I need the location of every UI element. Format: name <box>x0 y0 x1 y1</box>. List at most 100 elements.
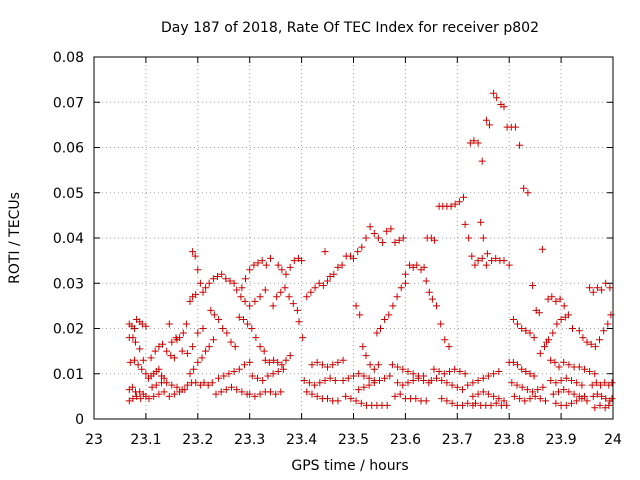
data-point <box>601 379 609 387</box>
data-point <box>596 336 603 344</box>
data-point <box>270 356 278 364</box>
data-point <box>277 388 285 396</box>
data-point <box>520 184 528 192</box>
data-point <box>286 352 294 360</box>
data-point <box>189 248 197 256</box>
data-point <box>604 320 612 328</box>
data-point <box>182 320 190 328</box>
data-point <box>199 325 207 332</box>
data-point <box>461 220 469 228</box>
data-point <box>366 361 374 369</box>
data-point <box>186 297 194 305</box>
data-point <box>495 368 503 375</box>
data-point <box>399 234 407 242</box>
data-point <box>303 293 311 301</box>
data-point <box>500 397 508 405</box>
data-point <box>377 325 384 332</box>
data-point <box>549 329 557 337</box>
data-point <box>552 379 560 387</box>
data-point <box>155 390 163 398</box>
data-point <box>207 306 215 314</box>
data-point <box>256 343 264 351</box>
data-point <box>451 365 459 373</box>
data-point <box>523 386 531 394</box>
data-point <box>466 139 474 147</box>
data-point <box>360 372 368 380</box>
y-tick-label: 0 <box>75 412 84 428</box>
data-point <box>445 343 453 351</box>
data-point <box>526 329 534 337</box>
data-point <box>357 399 365 407</box>
data-point <box>562 401 570 409</box>
data-point <box>568 377 575 384</box>
data-point <box>593 390 601 398</box>
data-point <box>456 368 464 375</box>
data-point <box>230 368 238 375</box>
data-point <box>168 381 176 389</box>
data-point <box>581 365 588 373</box>
data-point <box>281 284 289 292</box>
data-point <box>238 388 246 396</box>
data-point <box>278 361 286 369</box>
chart-title: Day 187 of 2018, Rate Of TEC Index for r… <box>161 20 539 36</box>
data-point <box>565 361 573 369</box>
data-point <box>137 395 145 403</box>
data-point <box>251 392 259 400</box>
data-point <box>518 383 526 391</box>
data-point <box>125 397 133 405</box>
data-point <box>438 377 446 384</box>
data-point <box>366 223 374 231</box>
data-point <box>338 261 346 269</box>
data-point <box>269 302 277 310</box>
data-point <box>131 325 138 332</box>
data-point <box>472 399 479 407</box>
data-point <box>286 263 294 271</box>
data-point <box>202 284 210 292</box>
data-point <box>359 343 367 351</box>
data-point <box>241 297 249 305</box>
data-point <box>274 368 282 375</box>
data-point <box>547 377 555 384</box>
data-point <box>529 388 537 396</box>
data-point <box>352 397 360 405</box>
data-point <box>526 395 534 403</box>
data-point <box>557 377 565 384</box>
data-point <box>311 284 319 292</box>
data-point <box>233 286 241 294</box>
data-point <box>412 395 420 403</box>
data-point <box>464 381 472 389</box>
data-point <box>254 259 262 267</box>
x-tick-label: 23.2 <box>182 432 213 448</box>
data-point <box>152 381 160 389</box>
data-point <box>560 358 568 366</box>
data-point <box>246 302 254 310</box>
x-tick-label: 23.4 <box>286 432 317 448</box>
y-tick-label: 0.01 <box>53 367 84 383</box>
data-point <box>225 370 233 378</box>
data-point <box>538 245 546 253</box>
data-point <box>511 123 519 131</box>
data-point <box>453 383 461 391</box>
data-point <box>324 363 331 371</box>
data-point <box>505 261 513 269</box>
data-point <box>194 358 202 366</box>
data-point <box>370 379 378 387</box>
y-tick-label: 0.03 <box>53 276 84 292</box>
data-point <box>248 325 256 332</box>
data-point <box>334 358 342 366</box>
data-point <box>591 343 599 351</box>
data-point <box>233 386 241 394</box>
data-point <box>518 325 526 332</box>
data-point <box>248 372 256 380</box>
data-point <box>350 372 357 380</box>
data-point <box>250 261 258 269</box>
data-point <box>438 395 446 403</box>
data-point <box>608 379 616 387</box>
data-point <box>200 379 208 387</box>
data-point <box>133 392 141 400</box>
data-point <box>298 257 306 265</box>
data-point <box>428 295 436 303</box>
data-point <box>228 383 235 391</box>
data-point <box>181 386 189 394</box>
